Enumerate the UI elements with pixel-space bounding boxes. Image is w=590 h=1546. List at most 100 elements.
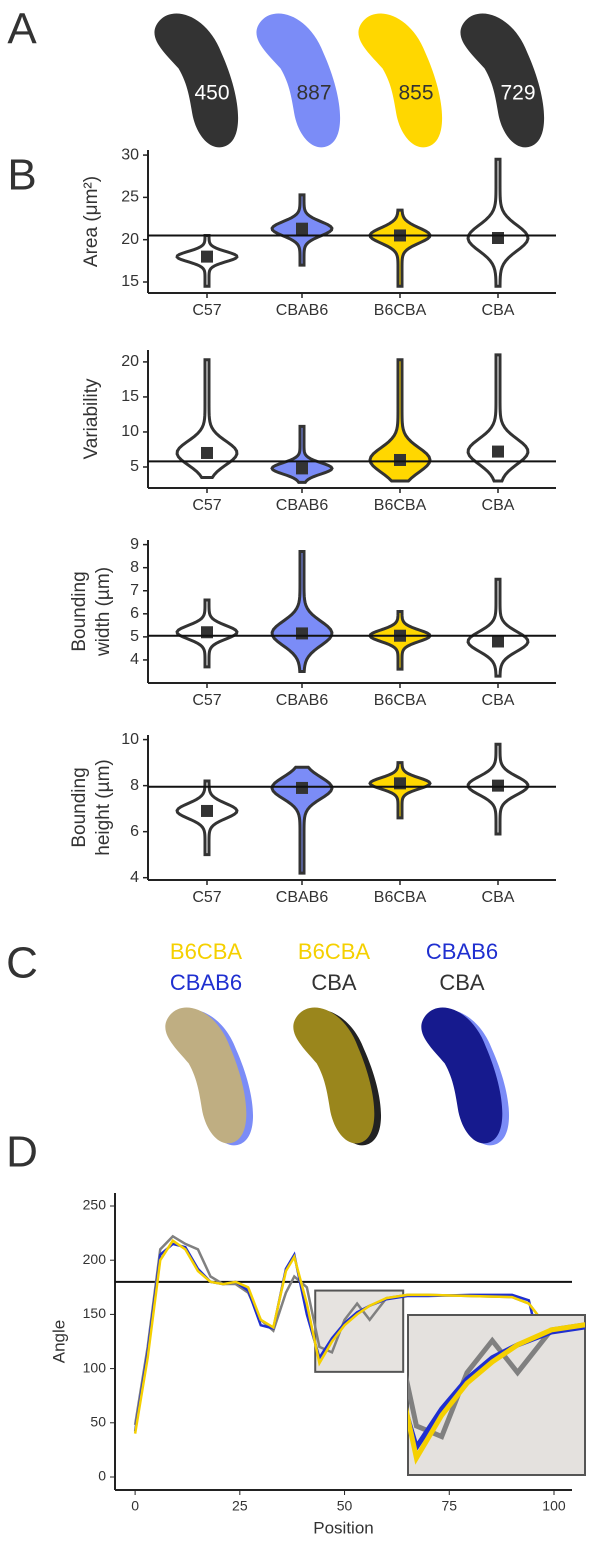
y-axis-label: Angle: [49, 1320, 68, 1363]
y-axis-label: width (µm): [93, 567, 114, 657]
y-tick-label: 6: [130, 823, 139, 840]
y-tick-label: 6: [130, 605, 139, 622]
violin: [466, 577, 530, 678]
y-tick-label: 150: [83, 1305, 107, 1321]
inset-region: [314, 1289, 405, 1373]
panel-label: A: [7, 5, 37, 54]
x-tick-label: 0: [131, 1498, 139, 1514]
violin: [270, 550, 334, 673]
x-tick-label: CBAB6: [276, 497, 329, 514]
y-tick-label: 0: [98, 1468, 106, 1484]
panel-label: B: [7, 151, 36, 200]
x-tick-label: CBA: [482, 692, 515, 709]
y-tick-label: 25: [121, 189, 139, 206]
cell-shape: [256, 13, 341, 148]
cell-shape: [460, 13, 545, 148]
median-marker: [201, 804, 213, 817]
median-marker: [201, 446, 213, 459]
y-tick-label: 10: [121, 731, 139, 748]
x-tick-label: C57: [192, 889, 221, 906]
median-marker: [492, 779, 504, 792]
y-tick-label: 5: [130, 458, 139, 475]
y-tick-label: 9: [130, 536, 139, 553]
cell-area-label: 887: [296, 82, 331, 105]
cell-area-label: 729: [500, 82, 535, 105]
y-axis-label: Bounding: [69, 767, 90, 847]
y-tick-label: 30: [121, 146, 139, 163]
median-marker: [201, 250, 213, 263]
cell-shape: [154, 13, 239, 148]
median-marker: [296, 462, 308, 475]
y-tick-label: 200: [83, 1251, 107, 1267]
x-tick-label: CBAB6: [276, 889, 329, 906]
y-tick-label: 50: [90, 1413, 106, 1429]
y-tick-label: 7: [130, 582, 139, 599]
y-tick-label: 8: [130, 559, 139, 576]
overlay-label-bottom: CBA: [311, 970, 357, 995]
x-tick-label: 50: [337, 1498, 353, 1514]
median-marker: [492, 635, 504, 648]
y-tick-label: 10: [121, 423, 139, 440]
x-tick-label: CBA: [482, 497, 515, 514]
overlay-label-top: CBAB6: [426, 939, 498, 964]
panel-label: C: [6, 939, 38, 988]
median-marker: [394, 453, 406, 466]
violin: [466, 353, 530, 483]
violin: [368, 358, 432, 483]
y-axis-label: Bounding: [69, 571, 90, 651]
y-axis-label: Area (μm²): [81, 176, 102, 267]
overlay-label-top: B6CBA: [298, 939, 370, 964]
x-tick-label: CBAB6: [276, 302, 329, 319]
violin: [270, 424, 334, 484]
x-tick-label: C57: [192, 497, 221, 514]
y-tick-label: 4: [130, 651, 139, 668]
y-tick-label: 100: [83, 1359, 107, 1375]
violin: [175, 779, 239, 857]
inset-box: [407, 1314, 586, 1476]
violin: [175, 358, 239, 479]
x-tick-label: B6CBA: [374, 889, 427, 906]
x-tick-label: 100: [542, 1498, 566, 1514]
series-line: [133, 1238, 556, 1434]
median-marker: [296, 781, 308, 794]
x-tick-label: B6CBA: [374, 302, 427, 319]
cell-shape: [358, 13, 443, 148]
violin: [466, 157, 530, 288]
x-tick-label: CBAB6: [276, 692, 329, 709]
y-axis-label: height (µm): [93, 759, 114, 855]
y-tick-label: 5: [130, 628, 139, 645]
y-tick-label: 15: [121, 273, 139, 290]
y-axis-label: Variability: [81, 378, 102, 459]
violin: [368, 208, 432, 288]
violin: [270, 765, 334, 875]
x-tick-label: 75: [441, 1498, 457, 1514]
overlay-shape: [421, 1007, 503, 1144]
y-tick-label: 15: [121, 388, 139, 405]
x-tick-label: 25: [232, 1498, 248, 1514]
violin: [368, 761, 432, 820]
x-tick-label: C57: [192, 302, 221, 319]
x-tick-label: CBA: [482, 302, 515, 319]
overlay-label-bottom: CBA: [439, 970, 485, 995]
y-tick-label: 20: [121, 353, 139, 370]
panel-label: D: [6, 1128, 38, 1177]
median-marker: [296, 627, 308, 640]
median-marker: [492, 232, 504, 244]
y-tick-label: 8: [130, 777, 139, 794]
cell-area-label: 450: [194, 82, 229, 105]
x-tick-label: C57: [192, 692, 221, 709]
x-tick-label: B6CBA: [374, 497, 427, 514]
overlay-label-top: B6CBA: [170, 939, 242, 964]
overlay-label-bottom: CBAB6: [170, 970, 242, 995]
median-marker: [492, 445, 504, 458]
y-tick-label: 4: [130, 869, 139, 886]
overlay-shape: [165, 1007, 247, 1144]
y-tick-label: 20: [121, 231, 139, 248]
y-tick-label: 250: [83, 1197, 107, 1213]
cell-area-label: 855: [398, 82, 433, 105]
overlay-shape: [293, 1007, 375, 1144]
x-tick-label: B6CBA: [374, 692, 427, 709]
x-axis-label: Position: [313, 1518, 373, 1537]
median-marker: [296, 222, 308, 235]
